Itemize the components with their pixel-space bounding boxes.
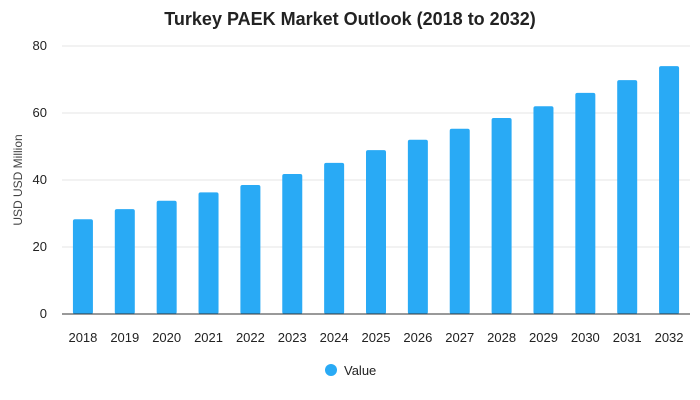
x-tick-label: 2024 (320, 330, 349, 345)
bar (366, 150, 386, 314)
legend: Value (325, 363, 376, 378)
x-tick-label: 2023 (278, 330, 307, 345)
x-tick-label: 2028 (487, 330, 516, 345)
bar (449, 128, 470, 314)
bar (114, 209, 135, 314)
bar (491, 118, 512, 315)
bar (617, 80, 638, 314)
bar (156, 200, 177, 314)
y-tick-label: 80 (33, 38, 47, 53)
bar (240, 185, 261, 314)
x-tick-label: 2026 (403, 330, 432, 345)
bar (407, 139, 428, 314)
bar (282, 173, 303, 314)
y-tick-label: 0 (40, 306, 47, 321)
x-tick-label: 2031 (613, 330, 642, 345)
x-axis-ticks: 2018 2019 2020 2021 2022 2023 2024 2025 2026 2027… (68, 330, 683, 345)
bar (659, 66, 680, 314)
x-tick-label: 2030 (571, 330, 600, 345)
y-tick-label: 20 (33, 239, 47, 254)
bar (575, 92, 596, 315)
bar (533, 106, 554, 314)
x-tick-label: 2032 (655, 330, 684, 345)
y-tick-label: 40 (33, 172, 47, 187)
x-tick-label: 2025 (362, 330, 391, 345)
bar (324, 162, 345, 314)
x-tick-label: 2027 (445, 330, 474, 345)
y-tick-label: 60 (33, 105, 47, 120)
y-axis-ticks: 0 20 40 60 80 (33, 38, 47, 321)
x-tick-label: 2020 (152, 330, 181, 345)
x-tick-label: 2029 (529, 330, 558, 345)
y-axis-label: USD USD Million (11, 134, 25, 225)
x-tick-label: 2018 (68, 330, 97, 345)
x-tick-label: 2022 (236, 330, 265, 345)
legend-swatch-value (325, 364, 337, 376)
bar (198, 192, 219, 314)
x-tick-label: 2019 (110, 330, 139, 345)
bar (72, 219, 93, 314)
bars (72, 66, 680, 315)
legend-label-value: Value (344, 363, 376, 378)
x-tick-label: 2021 (194, 330, 223, 345)
chart-title: Turkey PAEK Market Outlook (2018 to 2032… (164, 9, 535, 29)
